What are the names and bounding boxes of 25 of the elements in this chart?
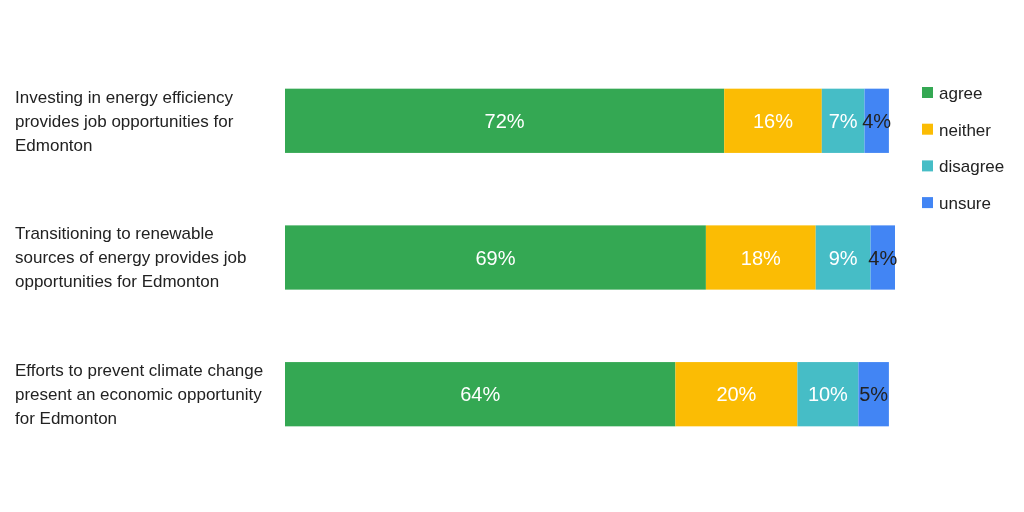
y-tick-label: Investing in energy efficiency provides job opportunities for Edmonton: [15, 87, 234, 155]
bar: [675, 362, 798, 427]
legend-label: unsure: [939, 194, 991, 214]
data-label: 72%: [484, 109, 525, 132]
data-label: 9%: [828, 246, 858, 269]
data-label: 5%: [859, 383, 889, 406]
bar: [285, 225, 706, 290]
data-label: 18%: [740, 246, 782, 269]
bar: [724, 88, 822, 153]
bar: [285, 362, 676, 427]
legend-label: neither: [939, 120, 992, 140]
data-label: 69%: [475, 246, 516, 269]
data-label: 7%: [828, 109, 858, 132]
data-label: 64%: [460, 383, 501, 406]
bar: [705, 225, 816, 290]
data-label: 20%: [716, 383, 757, 406]
bar: [285, 88, 725, 153]
legend-label: disagree: [939, 157, 1005, 177]
bar: [858, 362, 889, 427]
data-label: 10%: [807, 383, 849, 406]
data-label: 16%: [752, 109, 794, 132]
y-tick-label: Transitioning to renewable sources of energy provides job opportunities for Edmonton: [15, 224, 247, 292]
bar: [797, 362, 859, 427]
y-tick-label: Efforts to prevent climate change present an economic opportunity for Edmonton: [15, 361, 264, 429]
legend-label: agree: [939, 83, 983, 103]
